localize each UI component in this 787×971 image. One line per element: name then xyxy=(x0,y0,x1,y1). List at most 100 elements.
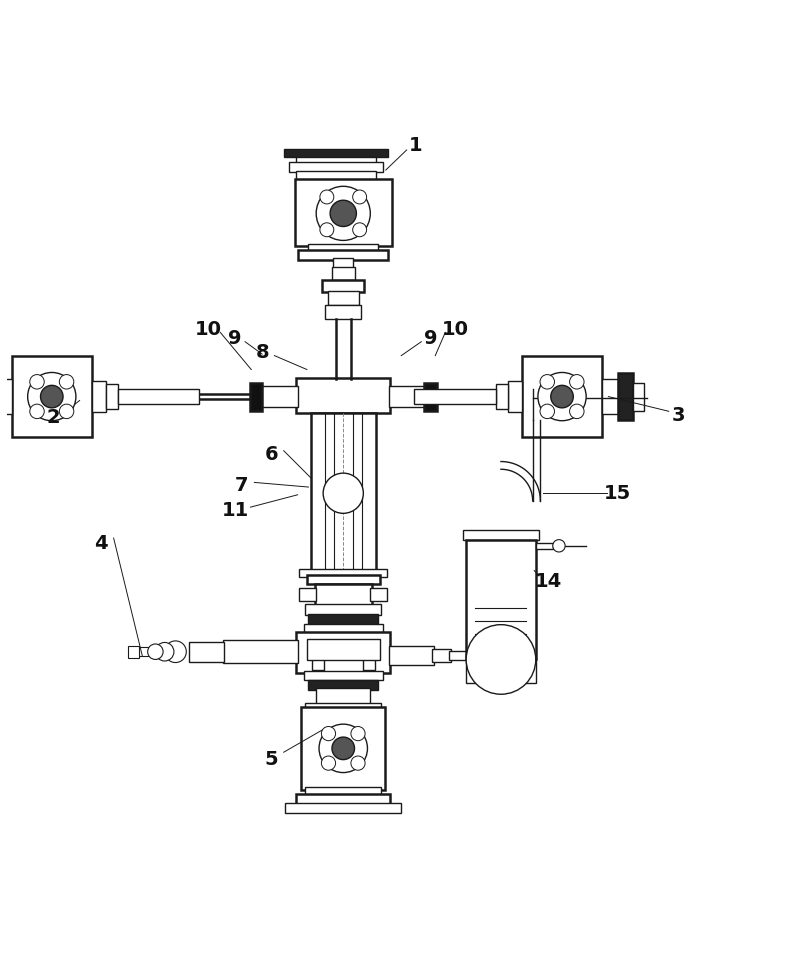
Bar xyxy=(92,382,106,412)
Text: 10: 10 xyxy=(442,319,469,339)
Bar xyxy=(466,658,536,683)
Circle shape xyxy=(540,375,555,389)
Bar xyxy=(296,378,390,413)
Bar xyxy=(296,632,390,673)
Bar xyxy=(289,162,382,172)
Bar xyxy=(106,385,118,409)
Bar xyxy=(414,388,496,404)
Bar xyxy=(333,258,353,269)
Circle shape xyxy=(40,385,63,408)
Circle shape xyxy=(28,373,76,420)
Circle shape xyxy=(353,222,367,237)
Bar xyxy=(299,587,316,601)
Text: 4: 4 xyxy=(94,534,108,552)
Bar xyxy=(312,654,375,669)
Bar xyxy=(260,385,297,408)
Circle shape xyxy=(551,385,573,408)
Circle shape xyxy=(540,404,555,419)
Text: 11: 11 xyxy=(221,501,249,519)
Circle shape xyxy=(570,375,584,389)
Text: 5: 5 xyxy=(264,751,278,769)
Circle shape xyxy=(353,190,367,204)
Text: 10: 10 xyxy=(194,319,221,339)
Bar xyxy=(139,647,157,656)
Bar xyxy=(127,646,139,658)
Circle shape xyxy=(321,726,335,741)
Circle shape xyxy=(30,404,44,419)
Bar xyxy=(285,803,401,814)
Bar xyxy=(618,374,634,419)
Circle shape xyxy=(332,737,354,759)
Bar xyxy=(323,280,364,292)
Bar xyxy=(522,356,602,437)
Bar xyxy=(296,794,390,804)
Bar xyxy=(224,640,297,663)
Circle shape xyxy=(570,404,584,419)
Text: 8: 8 xyxy=(255,343,269,362)
Circle shape xyxy=(30,375,44,389)
Bar xyxy=(311,413,375,571)
Bar xyxy=(298,251,388,260)
Bar xyxy=(0,379,12,415)
Text: 1: 1 xyxy=(408,136,422,154)
Bar xyxy=(304,624,382,634)
Bar xyxy=(284,150,388,157)
Bar xyxy=(305,787,381,794)
Bar xyxy=(296,171,375,181)
Bar xyxy=(189,642,224,662)
Bar xyxy=(463,530,539,540)
Bar xyxy=(424,383,437,411)
Bar xyxy=(602,379,618,415)
Bar xyxy=(249,383,262,411)
Circle shape xyxy=(351,756,365,770)
Bar xyxy=(305,604,381,615)
Bar xyxy=(536,543,552,549)
Circle shape xyxy=(321,756,335,770)
Bar xyxy=(449,651,480,660)
Bar xyxy=(316,688,371,704)
Bar xyxy=(371,587,387,601)
Circle shape xyxy=(323,473,364,514)
Bar xyxy=(309,614,378,624)
Circle shape xyxy=(316,186,371,241)
Text: 15: 15 xyxy=(604,484,631,503)
Circle shape xyxy=(164,641,187,662)
Circle shape xyxy=(351,726,365,741)
Circle shape xyxy=(148,644,163,659)
Bar xyxy=(305,703,381,713)
Circle shape xyxy=(155,643,174,661)
Bar xyxy=(309,245,378,252)
Bar xyxy=(466,540,536,659)
Bar xyxy=(296,156,375,164)
Text: 7: 7 xyxy=(235,476,249,495)
Text: 9: 9 xyxy=(228,329,242,349)
Text: 3: 3 xyxy=(671,407,685,425)
Text: 14: 14 xyxy=(534,572,562,591)
Bar xyxy=(326,305,361,318)
Text: 2: 2 xyxy=(46,408,60,427)
Bar xyxy=(118,388,199,404)
Circle shape xyxy=(59,404,74,419)
Bar xyxy=(634,383,644,411)
Bar xyxy=(508,382,522,412)
Circle shape xyxy=(320,190,334,204)
Text: 6: 6 xyxy=(264,445,278,464)
Bar xyxy=(432,650,451,662)
Bar xyxy=(299,569,387,577)
Bar xyxy=(12,356,92,437)
Bar xyxy=(294,179,392,246)
Circle shape xyxy=(466,624,536,694)
Circle shape xyxy=(59,375,74,389)
Bar xyxy=(331,267,355,280)
Bar xyxy=(307,639,379,660)
Circle shape xyxy=(319,724,368,773)
Bar xyxy=(307,575,379,585)
Text: 9: 9 xyxy=(424,329,438,349)
Bar xyxy=(309,680,378,689)
Circle shape xyxy=(320,222,334,237)
Bar xyxy=(496,385,508,409)
Circle shape xyxy=(538,373,586,420)
Bar xyxy=(304,671,382,681)
Bar xyxy=(328,290,359,305)
Bar xyxy=(389,385,426,408)
